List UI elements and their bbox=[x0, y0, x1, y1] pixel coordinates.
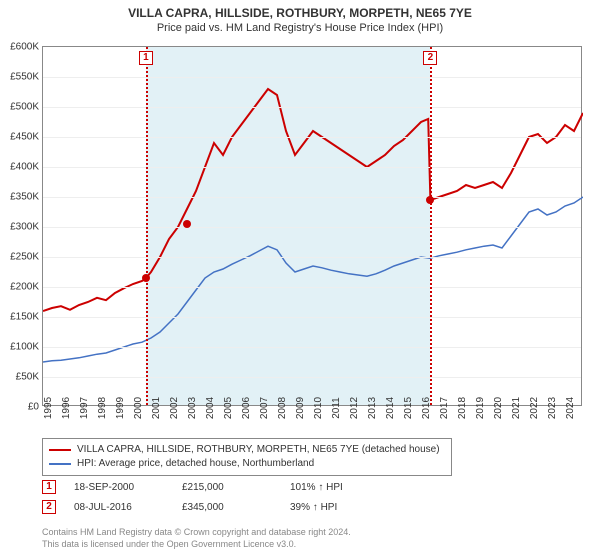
x-tick-label: 1996 bbox=[61, 397, 72, 419]
legend-row: VILLA CAPRA, HILLSIDE, ROTHBURY, MORPETH… bbox=[49, 443, 445, 457]
x-tick-label: 2006 bbox=[241, 397, 252, 419]
transaction-row: 2 08-JUL-2016 £345,000 39% ↑ HPI bbox=[42, 500, 380, 514]
x-tick-label: 2002 bbox=[169, 397, 180, 419]
x-tick-label: 2013 bbox=[367, 397, 378, 419]
x-tick-label: 1999 bbox=[115, 397, 126, 419]
plot-area: £0£50K£100K£150K£200K£250K£300K£350K£400… bbox=[42, 46, 582, 406]
chart-subtitle: Price paid vs. HM Land Registry's House … bbox=[0, 20, 600, 38]
x-tick-label: 2015 bbox=[403, 397, 414, 419]
y-tick-label: £50K bbox=[16, 372, 39, 383]
x-tick-label: 2014 bbox=[385, 397, 396, 419]
y-gridline bbox=[43, 377, 581, 378]
marker-box: 2 bbox=[423, 51, 437, 65]
x-tick-label: 1995 bbox=[43, 397, 54, 419]
x-tick-label: 2005 bbox=[223, 397, 234, 419]
y-gridline bbox=[43, 137, 581, 138]
y-gridline bbox=[43, 167, 581, 168]
transaction-id-box: 2 bbox=[42, 500, 56, 514]
transaction-date: 18-SEP-2000 bbox=[74, 482, 164, 493]
marker-dot bbox=[426, 196, 434, 204]
y-tick-label: £550K bbox=[10, 72, 39, 83]
x-tick-label: 2012 bbox=[349, 397, 360, 419]
series-line bbox=[43, 197, 583, 362]
transaction-row: 1 18-SEP-2000 £215,000 101% ↑ HPI bbox=[42, 480, 380, 494]
y-tick-label: £200K bbox=[10, 282, 39, 293]
series-line bbox=[43, 89, 583, 311]
x-tick-label: 2019 bbox=[475, 397, 486, 419]
transactions-table: 1 18-SEP-2000 £215,000 101% ↑ HPI 2 08-JUL-20… bbox=[42, 480, 380, 520]
footer-line: This data is licensed under the Open Gov… bbox=[42, 538, 351, 550]
transaction-delta: 39% ↑ HPI bbox=[290, 502, 380, 513]
x-tick-label: 2022 bbox=[529, 397, 540, 419]
x-tick-label: 2017 bbox=[439, 397, 450, 419]
x-tick-label: 2023 bbox=[547, 397, 558, 419]
marker-dot bbox=[183, 220, 191, 228]
x-tick-label: 2001 bbox=[151, 397, 162, 419]
transaction-price: £345,000 bbox=[182, 502, 272, 513]
y-tick-label: £300K bbox=[10, 222, 39, 233]
x-tick-label: 2000 bbox=[133, 397, 144, 419]
legend-swatch bbox=[49, 449, 71, 451]
marker-dash-line bbox=[430, 47, 432, 405]
y-gridline bbox=[43, 197, 581, 198]
x-tick-label: 2018 bbox=[457, 397, 468, 419]
chart-container: { "title": "VILLA CAPRA, HILLSIDE, ROTHB… bbox=[0, 0, 600, 560]
y-tick-label: £600K bbox=[10, 42, 39, 53]
y-tick-label: £400K bbox=[10, 162, 39, 173]
y-gridline bbox=[43, 317, 581, 318]
x-tick-label: 2009 bbox=[295, 397, 306, 419]
x-tick-label: 2020 bbox=[493, 397, 504, 419]
legend: VILLA CAPRA, HILLSIDE, ROTHBURY, MORPETH… bbox=[42, 438, 452, 476]
transaction-date: 08-JUL-2016 bbox=[74, 502, 164, 513]
footer-attribution: Contains HM Land Registry data © Crown c… bbox=[42, 526, 351, 550]
x-tick-label: 2010 bbox=[313, 397, 324, 419]
x-tick-label: 2011 bbox=[331, 397, 342, 419]
transaction-delta: 101% ↑ HPI bbox=[290, 482, 380, 493]
x-tick-label: 1998 bbox=[97, 397, 108, 419]
footer-line: Contains HM Land Registry data © Crown c… bbox=[42, 526, 351, 538]
transaction-id-box: 1 bbox=[42, 480, 56, 494]
y-tick-label: £150K bbox=[10, 312, 39, 323]
y-tick-label: £100K bbox=[10, 342, 39, 353]
y-tick-label: £450K bbox=[10, 132, 39, 143]
y-gridline bbox=[43, 107, 581, 108]
y-tick-label: £0 bbox=[28, 402, 39, 413]
x-tick-label: 1997 bbox=[79, 397, 90, 419]
x-tick-label: 2003 bbox=[187, 397, 198, 419]
chart-title: VILLA CAPRA, HILLSIDE, ROTHBURY, MORPETH… bbox=[0, 0, 600, 20]
x-tick-label: 2007 bbox=[259, 397, 270, 419]
y-gridline bbox=[43, 227, 581, 228]
transaction-price: £215,000 bbox=[182, 482, 272, 493]
legend-swatch bbox=[49, 463, 71, 465]
marker-box: 1 bbox=[139, 51, 153, 65]
legend-row: HPI: Average price, detached house, Nort… bbox=[49, 457, 445, 471]
y-tick-label: £350K bbox=[10, 192, 39, 203]
y-gridline bbox=[43, 77, 581, 78]
legend-label: VILLA CAPRA, HILLSIDE, ROTHBURY, MORPETH… bbox=[77, 443, 440, 457]
y-gridline bbox=[43, 257, 581, 258]
y-gridline bbox=[43, 287, 581, 288]
x-tick-label: 2008 bbox=[277, 397, 288, 419]
marker-dot bbox=[142, 274, 150, 282]
x-tick-label: 2004 bbox=[205, 397, 216, 419]
y-gridline bbox=[43, 347, 581, 348]
marker-dash-line bbox=[146, 47, 148, 405]
x-tick-label: 2024 bbox=[565, 397, 576, 419]
y-tick-label: £250K bbox=[10, 252, 39, 263]
x-tick-label: 2021 bbox=[511, 397, 522, 419]
legend-label: HPI: Average price, detached house, Nort… bbox=[77, 457, 314, 471]
y-tick-label: £500K bbox=[10, 102, 39, 113]
